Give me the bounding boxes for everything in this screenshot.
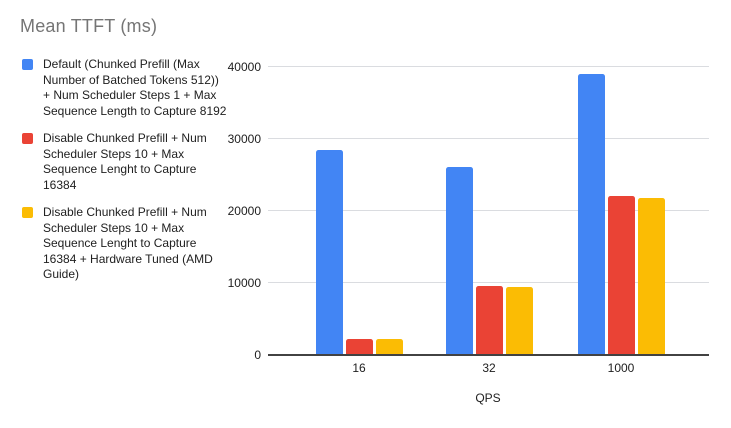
bar-default-chunked-prefill-qps-32 (445, 166, 473, 354)
gridline (268, 138, 709, 139)
legend-item-disable-chunked-prefill-hw-tuned: Disable Chunked Prefill + Num Scheduler … (22, 205, 232, 283)
bar-disable-chunked-prefill-qps-1000 (607, 196, 635, 354)
gridline (268, 66, 709, 67)
plot-area (268, 66, 709, 356)
x-axis-tick-label: 1000 (607, 361, 635, 375)
legend-item-default-chunked-prefill: Default (Chunked Prefill (Max Number of … (22, 57, 232, 119)
bar-default-chunked-prefill-qps-1000 (577, 73, 605, 354)
bar-default-chunked-prefill-qps-16 (315, 150, 343, 354)
legend-swatch-icon (22, 133, 33, 144)
bar-disable-chunked-prefill-qps-16 (345, 338, 373, 354)
y-axis-tick-label: 40000 (227, 60, 261, 74)
x-axis-tick-label: 32 (482, 361, 496, 375)
legend-label: Default (Chunked Prefill (Max Number of … (43, 57, 227, 118)
y-axis-tick-label: 30000 (227, 132, 261, 146)
gridline (268, 282, 709, 283)
bar-disable-chunked-prefill-hw-tuned-qps-1000 (637, 198, 665, 354)
x-axis-title: QPS (475, 391, 501, 405)
chart-title: Mean TTFT (ms) (20, 16, 158, 36)
y-axis-tick-label: 10000 (227, 276, 261, 290)
y-axis-tick-label: 20000 (227, 204, 261, 218)
legend-swatch-icon (22, 59, 33, 70)
legend: Default (Chunked Prefill (Max Number of … (22, 57, 232, 283)
x-axis-tick-label: 16 (352, 361, 366, 375)
bar-disable-chunked-prefill-hw-tuned-qps-16 (375, 339, 403, 354)
y-axis-tick-label: 0 (254, 348, 261, 362)
bar-disable-chunked-prefill-qps-32 (475, 285, 503, 354)
legend-label: Disable Chunked Prefill + Num Scheduler … (43, 131, 207, 192)
legend-item-disable-chunked-prefill: Disable Chunked Prefill + Num Scheduler … (22, 131, 232, 193)
legend-swatch-icon (22, 207, 33, 218)
gridline (268, 210, 709, 211)
legend-label: Disable Chunked Prefill + Num Scheduler … (43, 205, 213, 281)
bar-disable-chunked-prefill-hw-tuned-qps-32 (505, 287, 533, 354)
